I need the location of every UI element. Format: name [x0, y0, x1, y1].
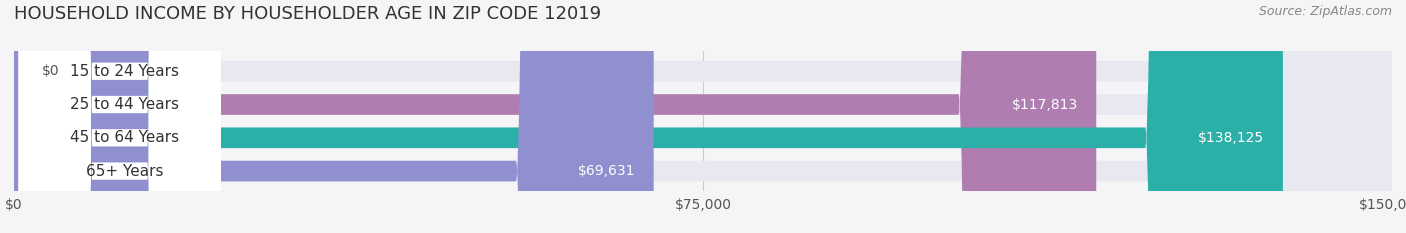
- FancyBboxPatch shape: [14, 0, 1392, 233]
- FancyBboxPatch shape: [14, 0, 1097, 233]
- FancyBboxPatch shape: [18, 0, 221, 233]
- Text: Source: ZipAtlas.com: Source: ZipAtlas.com: [1258, 5, 1392, 18]
- Text: $138,125: $138,125: [1198, 131, 1264, 145]
- FancyBboxPatch shape: [18, 0, 221, 233]
- FancyBboxPatch shape: [14, 0, 1392, 233]
- FancyBboxPatch shape: [14, 0, 654, 233]
- Text: HOUSEHOLD INCOME BY HOUSEHOLDER AGE IN ZIP CODE 12019: HOUSEHOLD INCOME BY HOUSEHOLDER AGE IN Z…: [14, 5, 602, 23]
- FancyBboxPatch shape: [14, 0, 1392, 233]
- Text: $117,813: $117,813: [1012, 98, 1078, 112]
- FancyBboxPatch shape: [18, 0, 221, 233]
- Text: 45 to 64 Years: 45 to 64 Years: [70, 130, 179, 145]
- Text: 65+ Years: 65+ Years: [86, 164, 163, 178]
- Text: 25 to 44 Years: 25 to 44 Years: [70, 97, 179, 112]
- Text: $69,631: $69,631: [578, 164, 636, 178]
- Text: $0: $0: [42, 64, 59, 78]
- FancyBboxPatch shape: [18, 0, 221, 233]
- FancyBboxPatch shape: [14, 0, 1282, 233]
- Text: 15 to 24 Years: 15 to 24 Years: [70, 64, 179, 79]
- FancyBboxPatch shape: [14, 0, 1392, 233]
